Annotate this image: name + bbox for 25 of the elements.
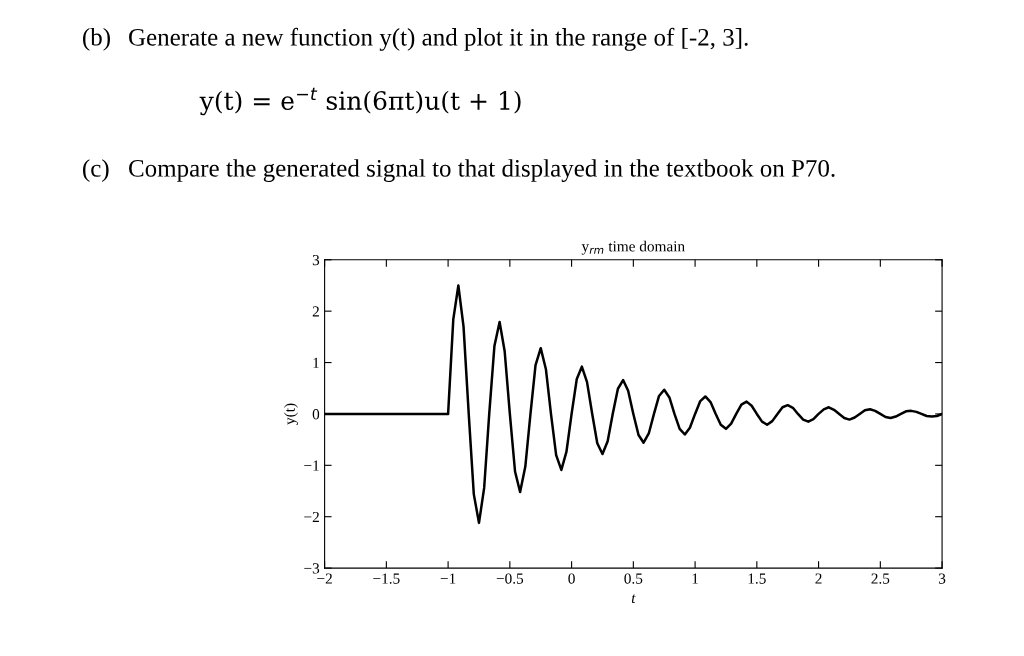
x-tick-label: 1 (692, 573, 698, 584)
x-tick-label: −1 (440, 573, 456, 584)
y-tick-label: 0 (312, 409, 320, 420)
y-tick-label: −3 (304, 563, 320, 574)
x-tick-label: −0.5 (496, 573, 524, 584)
x-tick-label: 3 (938, 573, 946, 584)
y-tick-label: −2 (304, 511, 319, 523)
x-tick-label: 2 (815, 573, 822, 584)
x-tick-label: 1.5 (748, 573, 766, 584)
text: (b) (83, 28, 110, 51)
x-tick-label: 0.5 (624, 573, 643, 584)
y-tick-label: 2 (312, 306, 319, 317)
text: (c) (83, 159, 109, 182)
x-tick-label: 2.5 (871, 573, 890, 584)
text: Generate a new function y(t) and plot it in the range of [-2, 3]. (129, 27, 748, 51)
x-tick-label: −1.5 (373, 573, 400, 584)
y-tick-label: −1 (304, 460, 319, 471)
chart-title: y$_{rm}$ time domain (581, 240, 685, 255)
text: y(t) = e$^{−t}$ sin(6πt)u(t + 1) (199, 87, 521, 116)
x-axis-title: t (631, 594, 636, 604)
y-tick-label: 1 (313, 357, 319, 368)
text: Compare the generated signal to that displayed in the textbook on P70. (129, 159, 835, 182)
x-tick-label: 0 (568, 573, 575, 584)
y-axis-title: y(t) (284, 403, 298, 425)
y-tick-label: 3 (312, 254, 320, 266)
